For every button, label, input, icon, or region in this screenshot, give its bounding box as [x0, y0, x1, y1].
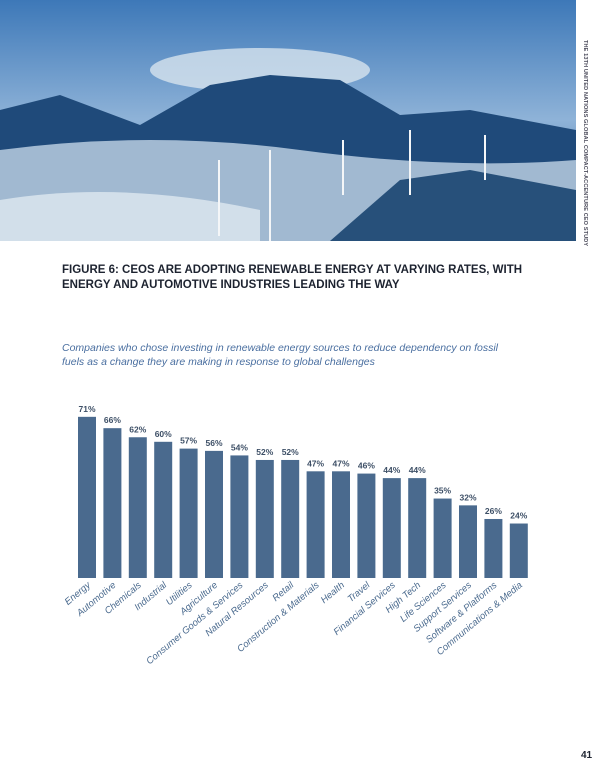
data-label: 62%: [129, 424, 146, 434]
data-label: 52%: [282, 447, 299, 457]
bar: [459, 505, 477, 578]
data-label: 44%: [383, 465, 400, 475]
data-label: 60%: [155, 429, 172, 439]
bar-chart: 71%Energy66%Automotive62%Chemicals60%Ind…: [63, 404, 528, 667]
data-label: 56%: [205, 438, 222, 448]
bar: [205, 450, 223, 578]
data-label: 54%: [231, 442, 248, 452]
data-label: 32%: [459, 492, 476, 502]
data-label: 24%: [510, 511, 527, 521]
figure-title: FIGURE 6: CEOS ARE ADOPTING RENEWABLE EN…: [62, 264, 523, 291]
data-label: 66%: [104, 415, 121, 425]
bar: [509, 523, 528, 578]
category-label: Health: [319, 580, 347, 606]
bar: [408, 478, 427, 578]
data-label: 46%: [358, 461, 375, 471]
bar: [332, 471, 350, 578]
bar: [433, 498, 452, 578]
data-label: 47%: [332, 458, 349, 468]
side-header-text: THE 13TH UNITED NATIONS GLOBAL COMPACT-A…: [582, 40, 588, 247]
data-label: 26%: [485, 506, 502, 516]
bar: [154, 441, 173, 578]
page-number: 41: [581, 750, 593, 761]
data-label: 57%: [180, 436, 197, 446]
bar: [103, 428, 122, 578]
data-label: 52%: [256, 447, 273, 457]
bar: [230, 455, 249, 578]
data-label: 44%: [409, 465, 426, 475]
wind-turbine-mountain-photo: [0, 0, 576, 241]
bar: [281, 459, 300, 578]
data-label: 35%: [434, 486, 451, 496]
bar: [179, 448, 198, 578]
bar: [255, 459, 274, 578]
data-label: 47%: [307, 458, 324, 468]
bar: [306, 471, 325, 578]
bar: [78, 416, 96, 578]
data-label: 71%: [78, 404, 95, 414]
bar: [357, 473, 376, 578]
bar: [128, 437, 147, 578]
figure-subtitle: Companies who chose investing in renewab…: [62, 342, 499, 368]
bar: [382, 478, 401, 578]
bar: [484, 518, 503, 578]
side-header: THE 13TH UNITED NATIONS GLOBAL COMPACT-A…: [578, 40, 598, 260]
